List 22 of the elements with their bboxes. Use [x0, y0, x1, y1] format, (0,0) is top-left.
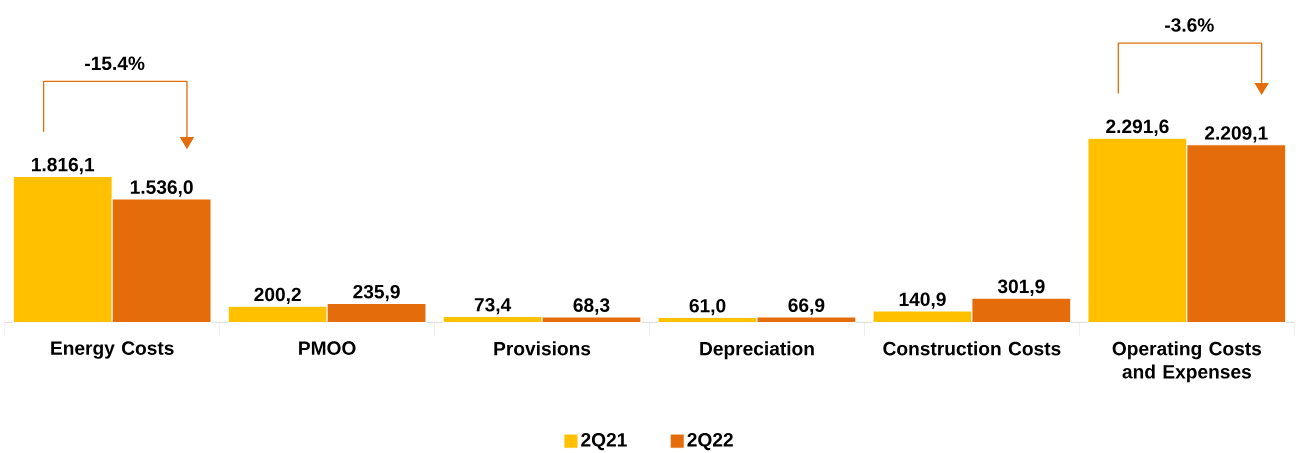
data-label: 1.536,0	[130, 180, 193, 197]
data-label: 1.816,1	[32, 157, 95, 175]
data-label: 2.209,1	[1205, 126, 1268, 143]
data-label: 61,0	[689, 298, 726, 316]
data-label: 301,9	[997, 279, 1045, 296]
text: -3.6%	[1165, 18, 1214, 32]
legend-label: 2Q22	[687, 432, 733, 450]
x-tick-label: Construction Costs	[883, 341, 1061, 356]
data-label: 68,3	[573, 298, 610, 315]
data-label: 66,9	[788, 298, 825, 315]
x-tick-label: PMOO	[299, 341, 356, 355]
x-tick-label: Depreciation	[700, 341, 814, 360]
legend-label: 2Q21	[581, 432, 627, 450]
data-label: 200,2	[254, 287, 301, 304]
data-label: 140,9	[899, 292, 946, 309]
text: -15.4%	[85, 56, 145, 70]
data-label: 2.291,6	[1106, 119, 1169, 136]
x-tick-label: Operating Costs and Expenses	[1112, 341, 1262, 383]
x-tick-label: Provisions	[494, 341, 591, 356]
x-tick-label: Energy Costs	[51, 341, 174, 359]
data-label: 73,4	[474, 297, 512, 315]
data-label: 235,9	[353, 284, 400, 302]
